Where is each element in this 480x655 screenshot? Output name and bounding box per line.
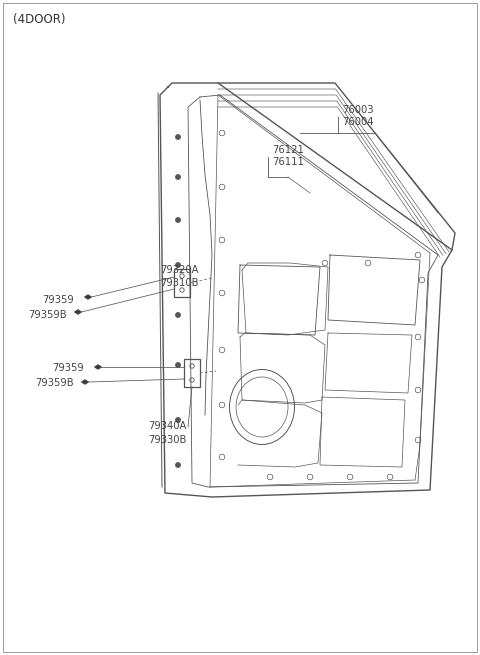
Text: 79359: 79359 bbox=[42, 295, 74, 305]
Text: 79340A: 79340A bbox=[148, 421, 186, 431]
Circle shape bbox=[176, 363, 180, 367]
Circle shape bbox=[176, 175, 180, 179]
Bar bbox=[174, 269, 190, 297]
Text: 79359B: 79359B bbox=[35, 378, 73, 388]
Polygon shape bbox=[75, 310, 81, 314]
Polygon shape bbox=[82, 380, 88, 384]
Circle shape bbox=[176, 313, 180, 317]
Circle shape bbox=[176, 135, 180, 140]
Circle shape bbox=[176, 463, 180, 467]
Text: 76003: 76003 bbox=[342, 105, 373, 115]
Bar bbox=[184, 359, 200, 387]
Text: 79359B: 79359B bbox=[28, 310, 67, 320]
Text: 79320A: 79320A bbox=[160, 265, 199, 275]
Circle shape bbox=[176, 418, 180, 422]
Text: 79310B: 79310B bbox=[160, 278, 199, 288]
Text: 76121: 76121 bbox=[272, 145, 304, 155]
Polygon shape bbox=[95, 365, 101, 369]
Text: (4DOOR): (4DOOR) bbox=[13, 13, 65, 26]
Circle shape bbox=[176, 263, 180, 267]
Text: 79359: 79359 bbox=[52, 363, 84, 373]
Circle shape bbox=[176, 218, 180, 222]
Text: 76004: 76004 bbox=[342, 117, 373, 127]
Text: 79330B: 79330B bbox=[148, 435, 186, 445]
Polygon shape bbox=[85, 295, 91, 299]
Text: 76111: 76111 bbox=[272, 157, 304, 167]
